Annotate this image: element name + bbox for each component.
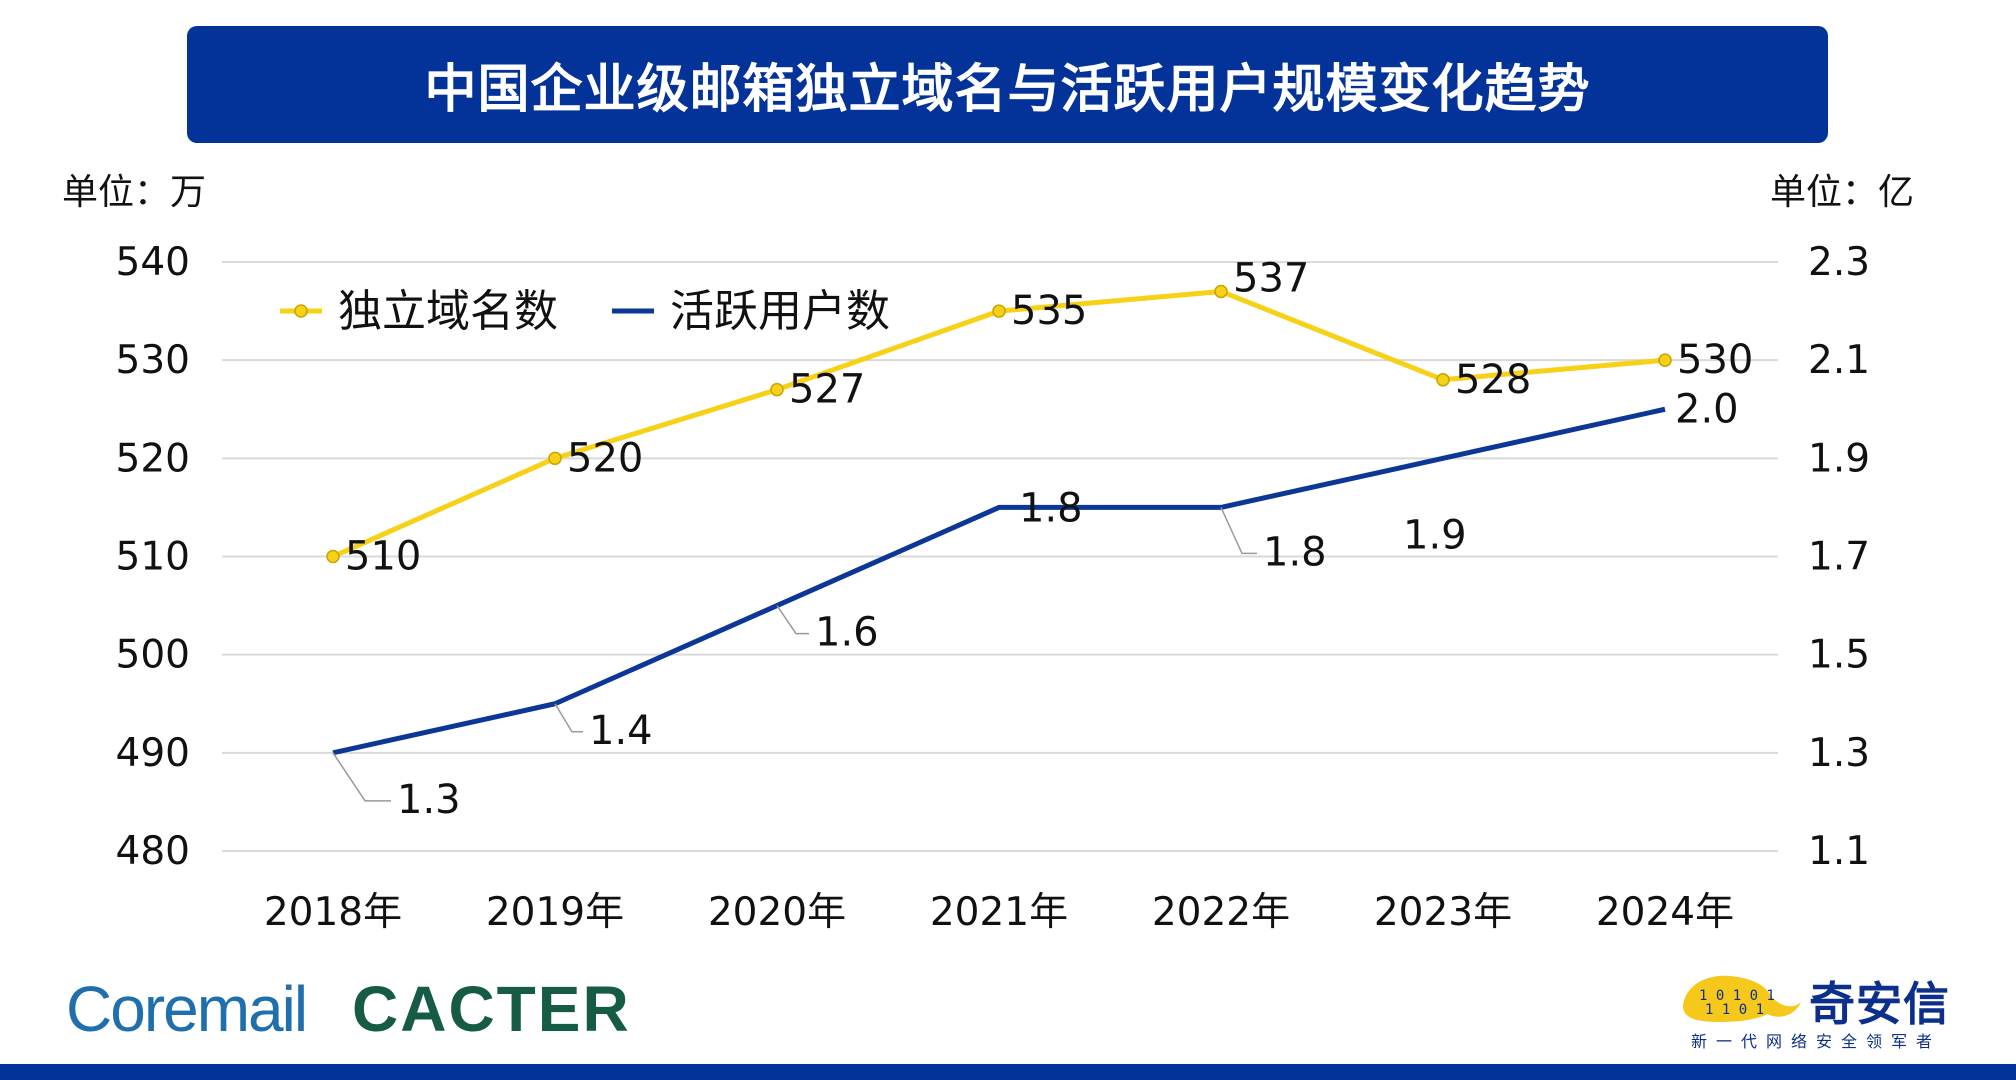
data-label: 530 — [1677, 337, 1753, 383]
data-label: 1.8 — [1019, 485, 1083, 531]
data-point — [326, 549, 340, 564]
x-tick-label: 2018年 — [264, 890, 402, 935]
data-label: 1.3 — [397, 777, 461, 823]
right-tick-label: 2.3 — [1808, 240, 1870, 285]
legend: 独立域名数 活跃用户数 — [280, 286, 890, 337]
data-label: 520 — [567, 435, 643, 481]
data-point — [1214, 284, 1228, 299]
qianxin-slogan: 新一代网络安全领军者 — [1691, 1032, 1942, 1051]
left-tick-label: 490 — [116, 731, 190, 776]
data-labels: 510 520 527 535 537 528 530 1.3 1.4 1.6 1.8 1.8 1.9 2… — [345, 255, 1753, 822]
line-chart: 480 490 500 510 520 530 540 1.1 1.3 1.5 1.7 1.9 2.1… — [62, 172, 1914, 935]
cacter-logo: CACTER — [352, 973, 631, 1045]
left-tick-label: 530 — [116, 338, 190, 383]
leader-line — [776, 605, 809, 635]
leader-lines — [332, 507, 1257, 802]
data-point — [548, 451, 562, 466]
data-point — [1658, 353, 1672, 367]
qianxin-name: 奇安信 — [1809, 977, 1950, 1031]
left-tick-label: 520 — [116, 436, 190, 481]
data-label: 1.9 — [1403, 512, 1467, 558]
right-tick-label: 1.9 — [1808, 436, 1870, 481]
series-markers — [326, 284, 1672, 564]
coremail-logo: Coremail — [66, 973, 308, 1045]
x-tick-label: 2020年 — [708, 890, 846, 935]
svg-text:1 0 1 0 1: 1 0 1 0 1 — [1699, 988, 1775, 1004]
data-label: 1.4 — [589, 708, 653, 754]
data-label: 537 — [1233, 255, 1309, 301]
right-tick-label: 1.5 — [1808, 633, 1870, 678]
x-tick-label: 2019年 — [486, 890, 624, 935]
data-label: 510 — [345, 534, 421, 580]
x-tick-label: 2024年 — [1596, 890, 1734, 935]
right-tick-label: 1.1 — [1808, 829, 1870, 874]
right-tick-label: 2.1 — [1808, 338, 1870, 383]
left-tick-label: 500 — [116, 633, 190, 678]
data-point — [992, 304, 1006, 318]
chart-title-banner: 中国企业级邮箱独立域名与活跃用户规模变化趋势 — [187, 26, 1828, 143]
legend-label: 活跃用户数 — [670, 286, 890, 337]
data-label: 1.8 — [1263, 529, 1327, 575]
legend-swatch-marker — [294, 304, 308, 318]
left-tick-label: 540 — [116, 240, 190, 285]
data-label: 527 — [789, 367, 865, 413]
right-tick-label: 1.7 — [1808, 535, 1870, 580]
data-point — [770, 382, 784, 397]
x-axis-ticks: 2018年 2019年 2020年 2021年 2022年 2023年 2024年 — [264, 890, 1734, 935]
series-line-2 — [332, 406, 1666, 756]
x-tick-label: 2022年 — [1152, 890, 1290, 935]
data-point — [1436, 373, 1450, 387]
leader-line — [332, 752, 391, 802]
left-tick-label: 510 — [116, 535, 190, 580]
x-tick-label: 2021年 — [930, 890, 1068, 935]
data-label: 535 — [1011, 288, 1087, 334]
leader-line — [554, 703, 583, 733]
svg-text:1 1 0 1: 1 1 0 1 — [1705, 1002, 1764, 1018]
data-label: 2.0 — [1675, 386, 1739, 432]
right-tick-label: 1.3 — [1808, 731, 1870, 776]
left-axis-ticks: 480 490 500 510 520 530 540 — [116, 240, 190, 874]
gridlines — [222, 261, 1778, 852]
right-axis-ticks: 1.1 1.3 1.5 1.7 1.9 2.1 2.3 — [1808, 240, 1870, 874]
legend-label: 独立域名数 — [338, 286, 558, 337]
left-axis-unit: 单位：万 — [62, 172, 206, 213]
x-tick-label: 2023年 — [1374, 890, 1512, 935]
data-label: 1.6 — [815, 610, 879, 656]
qianxin-logo: 1 0 1 0 1 1 1 0 1 奇安信 新一代网络安全领军者 — [1675, 962, 1965, 1052]
right-axis-unit: 单位：亿 — [1770, 172, 1914, 213]
qianxin-mark-icon: 1 0 1 0 1 1 1 0 1 — [1683, 975, 1801, 1022]
bottom-accent-bar — [0, 1064, 2016, 1080]
data-label: 528 — [1455, 357, 1531, 403]
chart-title: 中国企业级邮箱独立域名与活跃用户规模变化趋势 — [424, 60, 1591, 120]
left-tick-label: 480 — [116, 829, 190, 874]
leader-line — [1220, 507, 1257, 555]
